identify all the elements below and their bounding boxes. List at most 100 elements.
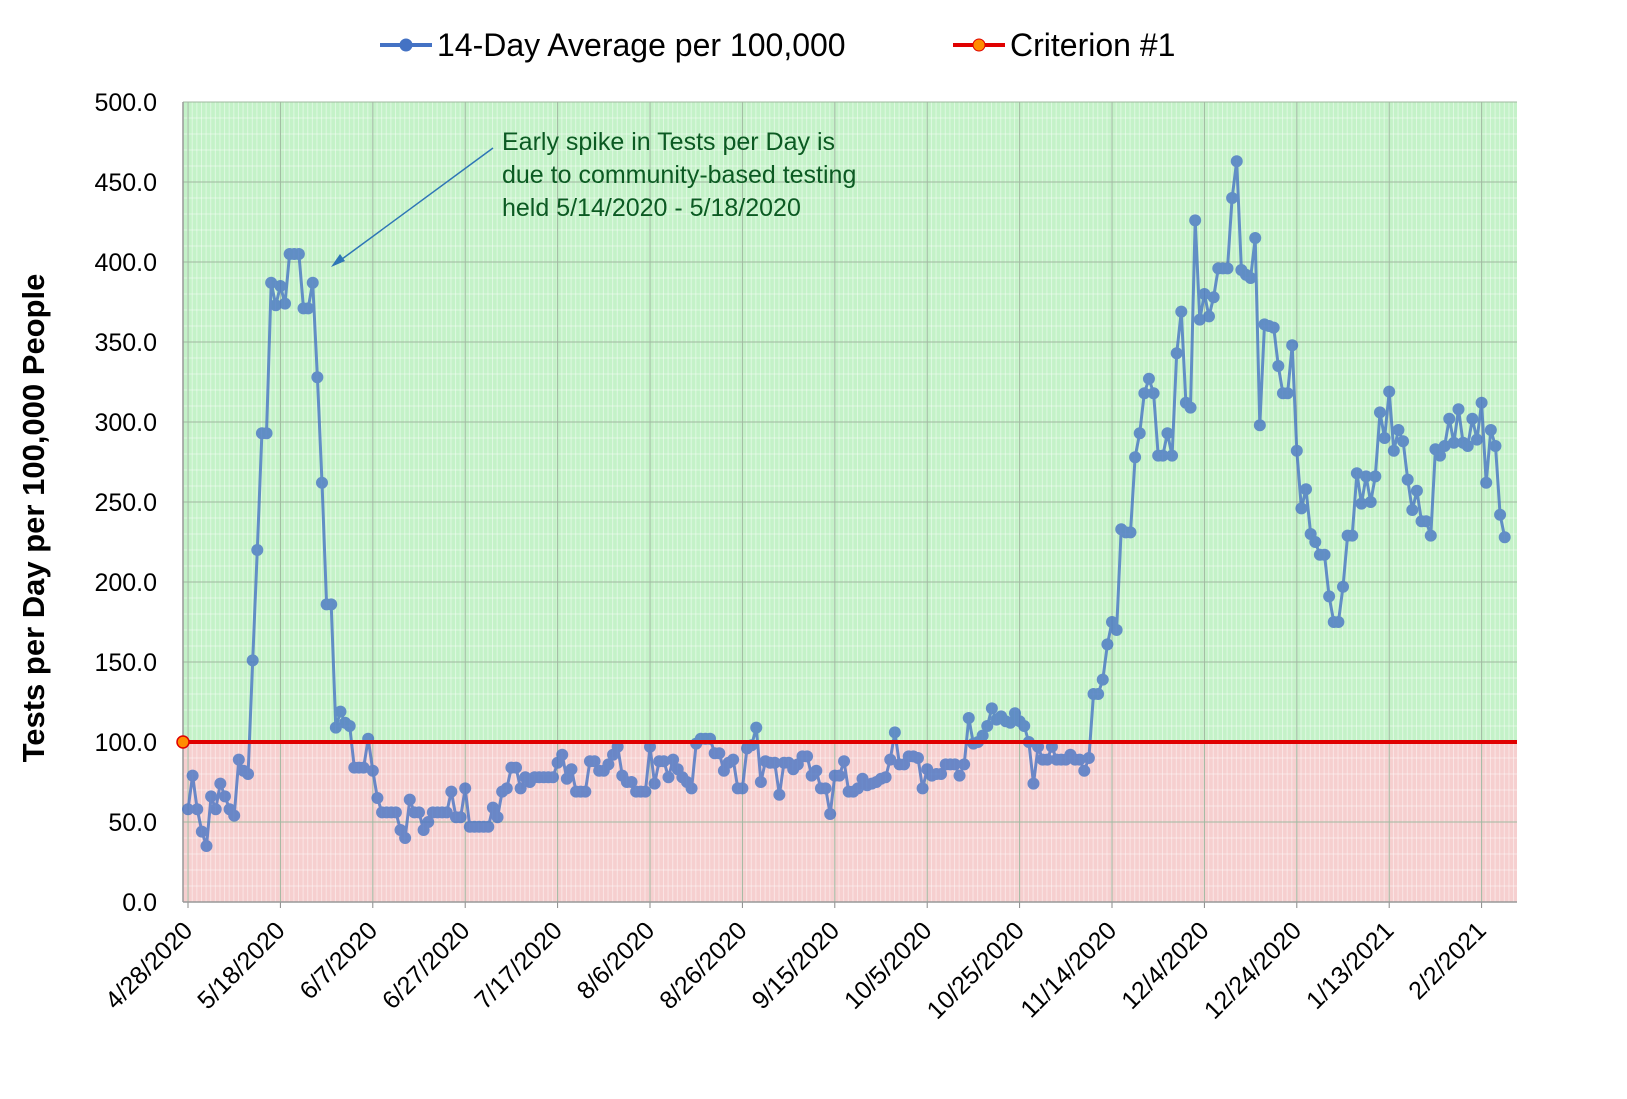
data-point — [773, 788, 786, 801]
data-point — [935, 768, 948, 780]
data-point — [948, 758, 961, 771]
legend: 14-Day Average per 100,000 Criterion #1 — [380, 27, 1175, 63]
data-point — [459, 782, 472, 795]
data-point — [218, 790, 231, 803]
data-point — [1147, 387, 1160, 400]
data-point — [1424, 529, 1437, 542]
data-point — [579, 785, 592, 798]
data-point — [1189, 214, 1202, 227]
data-point — [1309, 536, 1322, 548]
data-point — [445, 785, 458, 798]
data-point — [648, 777, 661, 790]
data-point — [768, 756, 781, 769]
data-point — [962, 712, 975, 724]
data-point — [1489, 440, 1502, 452]
data-point — [1397, 435, 1410, 448]
data-point — [1410, 484, 1423, 497]
data-point — [1082, 752, 1095, 764]
y-tick-label: 350.0 — [94, 329, 157, 357]
data-point — [1443, 412, 1456, 425]
data-point — [1406, 504, 1419, 516]
marks — [176, 155, 1517, 852]
data-point — [1129, 451, 1142, 464]
data-point — [1484, 424, 1497, 436]
data-point — [981, 720, 994, 732]
data-point — [736, 782, 749, 795]
legend-marker — [972, 38, 986, 52]
y-tick-label: 450.0 — [94, 169, 157, 197]
data-point — [727, 753, 740, 766]
data-point — [274, 280, 287, 292]
data-point — [1373, 406, 1386, 419]
data-point — [1184, 401, 1197, 414]
data-point — [182, 803, 194, 816]
data-point — [1166, 449, 1179, 462]
data-point — [279, 297, 292, 310]
data-point — [1092, 688, 1105, 700]
data-point — [1249, 232, 1262, 244]
data-point — [916, 782, 929, 795]
data-point — [195, 825, 208, 838]
data-point — [514, 782, 527, 795]
data-point — [662, 771, 675, 784]
data-point — [1332, 616, 1345, 628]
data-point — [209, 803, 222, 816]
data-point — [246, 654, 259, 667]
data-point — [306, 276, 319, 289]
data-point — [343, 720, 356, 732]
data-point — [1124, 526, 1137, 539]
data-point — [1447, 436, 1460, 449]
data-point — [1387, 444, 1400, 457]
data-point — [1073, 753, 1086, 766]
data-point — [824, 808, 837, 820]
data-point — [1161, 427, 1174, 440]
data-point — [491, 811, 504, 824]
data-point — [1281, 387, 1294, 400]
data-point — [260, 427, 273, 440]
data-point — [1221, 262, 1234, 275]
data-point — [1203, 310, 1216, 323]
data-point — [838, 755, 851, 768]
data-point — [269, 299, 282, 312]
legend-label: 14-Day Average per 100,000 — [437, 27, 846, 63]
data-point — [588, 755, 601, 768]
data-point — [833, 769, 846, 782]
data-point — [366, 764, 379, 777]
data-point — [565, 763, 578, 776]
data-point — [1434, 449, 1447, 462]
data-point — [265, 276, 278, 289]
y-tick-label: 150.0 — [94, 649, 157, 677]
data-point — [1350, 467, 1363, 480]
data-point — [1027, 777, 1040, 790]
data-point — [1041, 753, 1054, 766]
data-point — [546, 771, 559, 784]
data-point — [302, 302, 315, 315]
data-point — [750, 721, 763, 734]
legend-label: Criterion #1 — [1010, 27, 1175, 63]
data-point — [191, 803, 204, 816]
data-point — [1156, 449, 1169, 462]
data-point — [819, 782, 832, 795]
data-point — [1004, 716, 1017, 729]
data-point — [1401, 473, 1414, 486]
data-point — [1290, 444, 1303, 457]
data-point — [1110, 624, 1123, 636]
data-point — [389, 806, 402, 819]
y-tick-label: 50.0 — [108, 809, 157, 837]
data-point — [186, 769, 199, 782]
data-point — [1360, 470, 1373, 483]
y-tick-label: 250.0 — [94, 489, 157, 517]
data-point — [602, 758, 615, 771]
y-tick-label: 300.0 — [94, 409, 157, 437]
data-point — [403, 793, 416, 806]
data-point — [315, 476, 328, 489]
data-point — [1018, 720, 1031, 732]
criterion-marker — [176, 735, 190, 749]
data-point — [560, 772, 573, 785]
data-point — [1318, 548, 1331, 561]
data-point — [486, 801, 499, 814]
y-tick-label: 100.0 — [94, 729, 157, 757]
data-point — [311, 371, 324, 384]
